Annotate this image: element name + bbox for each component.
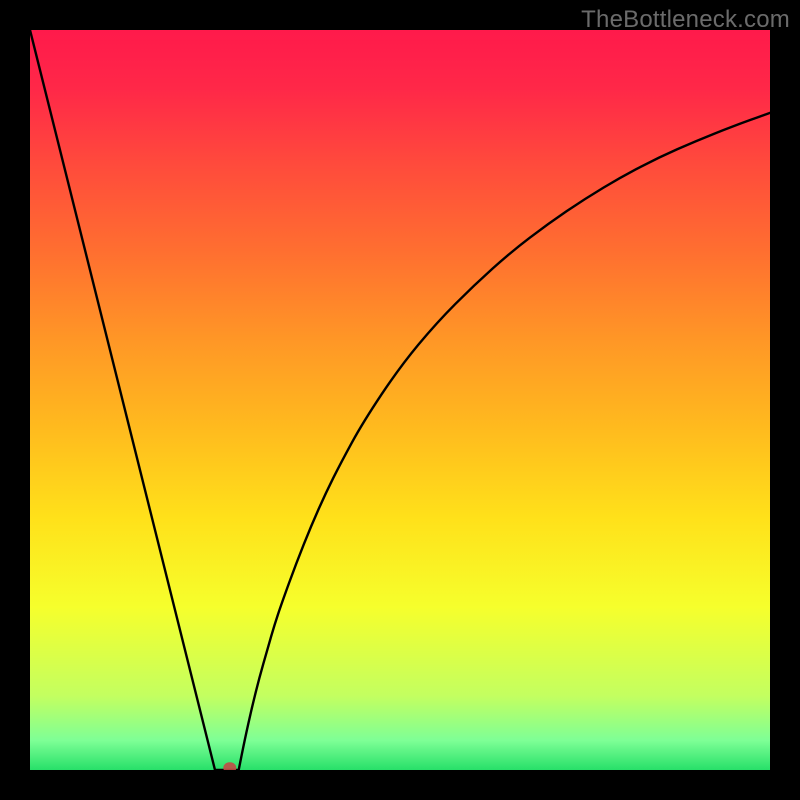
plot-background [30,30,770,770]
plot-area [30,30,770,770]
watermark-text: TheBottleneck.com [581,6,790,34]
chart-frame: TheBottleneck.com [0,0,800,800]
